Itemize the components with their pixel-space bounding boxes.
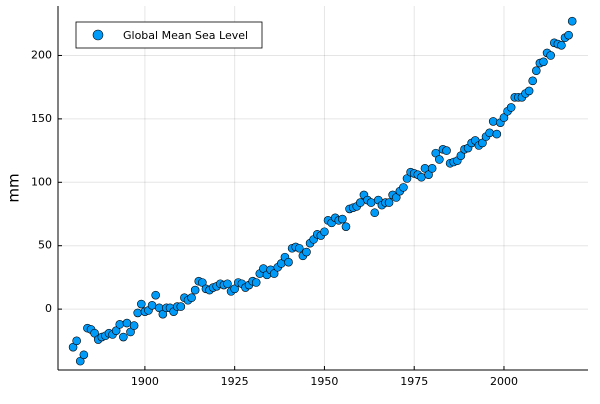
x-tick-label: 1975 (400, 375, 428, 388)
point (176, 302, 186, 311)
point (151, 290, 160, 300)
x-tick-label: 1925 (221, 375, 249, 388)
x-tick-label: 2000 (490, 375, 518, 388)
point (564, 30, 573, 40)
point (115, 320, 125, 329)
point (539, 57, 548, 67)
y-tick-label: 100 (31, 175, 52, 188)
y-axis-label: mm (5, 173, 23, 202)
point (557, 41, 566, 50)
legend-label: Global Mean Sea Level (123, 29, 248, 42)
point (528, 76, 538, 86)
point (366, 198, 376, 207)
point (137, 299, 146, 309)
point (442, 146, 451, 155)
point (295, 243, 304, 253)
point (190, 285, 200, 295)
point (147, 301, 157, 310)
point (223, 279, 232, 289)
point (435, 155, 444, 164)
point (356, 198, 365, 207)
point (338, 214, 347, 224)
y-tick-label: 200 (31, 48, 52, 61)
point (485, 128, 494, 138)
point (320, 227, 329, 237)
point (427, 164, 437, 173)
point (284, 257, 293, 267)
point (492, 129, 502, 139)
point (119, 332, 128, 342)
legend-marker (92, 29, 104, 41)
point (122, 318, 132, 328)
x-tick-label: 1900 (131, 375, 159, 388)
point (187, 293, 196, 303)
point (531, 66, 541, 75)
point (384, 198, 394, 207)
point (341, 222, 351, 231)
point (72, 336, 81, 346)
point (79, 350, 89, 360)
point (251, 278, 261, 287)
x-tick-label: 1950 (310, 375, 338, 388)
point (133, 308, 143, 318)
point (417, 172, 426, 182)
y-tick-label: 0 (45, 302, 52, 315)
point (370, 208, 380, 218)
y-tick-label: 150 (31, 112, 52, 125)
point (399, 183, 408, 192)
point (567, 16, 577, 26)
point (524, 86, 534, 96)
point (302, 247, 311, 257)
legend-box (75, 21, 263, 49)
point (488, 117, 498, 126)
point (129, 321, 139, 330)
y-tick-label: 50 (38, 239, 52, 252)
point (506, 103, 516, 112)
point (546, 51, 555, 60)
